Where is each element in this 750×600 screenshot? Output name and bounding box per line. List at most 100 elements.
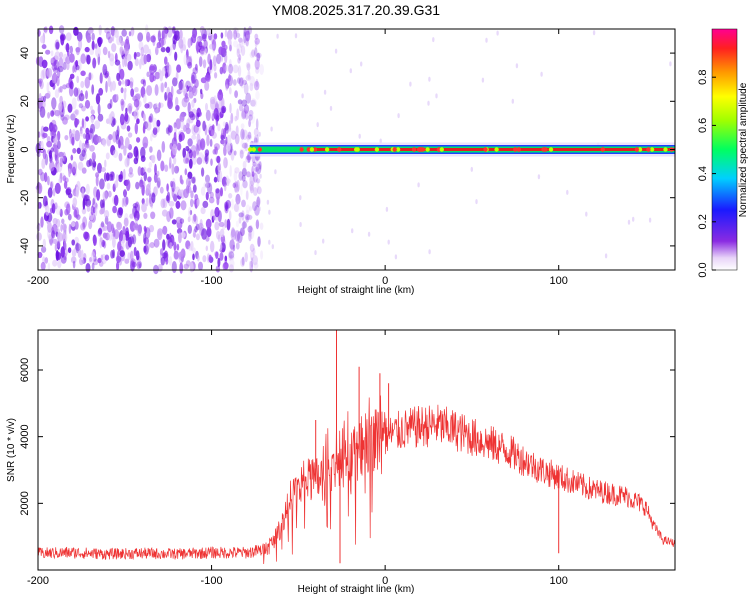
noise-blob bbox=[205, 109, 211, 121]
noise-blob bbox=[63, 180, 68, 189]
noise-blob bbox=[77, 134, 81, 141]
noise-blob bbox=[127, 237, 132, 248]
noise-blob bbox=[204, 81, 210, 91]
noise-blob bbox=[85, 127, 90, 135]
noise-blob bbox=[252, 187, 258, 196]
noise-blob bbox=[251, 164, 257, 177]
noise-blob bbox=[202, 59, 207, 69]
colorbar bbox=[711, 28, 738, 271]
noise-blob bbox=[111, 43, 117, 53]
noise-blob bbox=[114, 29, 119, 38]
signal-peak bbox=[248, 147, 253, 152]
noise-blob bbox=[42, 132, 48, 138]
noise-blob bbox=[209, 43, 215, 50]
noise-blob bbox=[178, 189, 185, 197]
noise-blob bbox=[205, 46, 208, 54]
noise-blob bbox=[246, 63, 251, 71]
noise-blob bbox=[249, 174, 255, 186]
noise-blob bbox=[254, 59, 260, 70]
noise-blob bbox=[254, 40, 258, 48]
noise-blob bbox=[196, 254, 200, 262]
noise-blob bbox=[100, 221, 105, 228]
noise-blob bbox=[213, 33, 218, 40]
noise-blob bbox=[154, 102, 159, 115]
colorbar-label: Normalized spectral amplitude bbox=[738, 82, 749, 217]
noise-blob bbox=[117, 207, 123, 214]
noise-blob bbox=[49, 160, 55, 172]
noise-blob bbox=[40, 69, 45, 81]
noise-blob bbox=[200, 207, 206, 215]
noise-blob bbox=[240, 128, 245, 140]
noise-blob bbox=[112, 149, 119, 158]
noise-blob bbox=[175, 71, 179, 81]
noise-blob bbox=[234, 167, 240, 174]
noise-blob bbox=[41, 59, 48, 69]
noise-blob bbox=[214, 103, 220, 110]
noise-blob bbox=[257, 236, 261, 248]
noise-blob bbox=[71, 161, 78, 173]
snr-spike-trace bbox=[315, 330, 560, 564]
noise-blob bbox=[124, 137, 130, 149]
noise-blob bbox=[85, 263, 91, 273]
noise-blob bbox=[234, 133, 240, 145]
noise-blob bbox=[252, 247, 256, 257]
noise-blob bbox=[198, 41, 203, 48]
noise-blob bbox=[112, 131, 117, 143]
noise-blob bbox=[205, 174, 210, 184]
noise-blob bbox=[99, 209, 104, 215]
signal-peak bbox=[548, 147, 554, 152]
noise-blob bbox=[175, 216, 182, 223]
noise-blob bbox=[239, 148, 245, 155]
heatmap-y-axis: -40 -20 0 20 40 bbox=[19, 47, 675, 254]
noise-blob bbox=[428, 76, 431, 82]
noise-blob bbox=[116, 72, 121, 82]
noise-blob bbox=[229, 103, 232, 114]
noise-blob bbox=[90, 251, 96, 262]
noise-blob bbox=[191, 74, 195, 84]
noise-blob bbox=[190, 198, 194, 208]
noise-blob bbox=[247, 225, 253, 233]
noise-blob bbox=[251, 98, 257, 106]
noise-blob bbox=[409, 81, 412, 87]
noise-blob bbox=[195, 233, 200, 241]
noise-blob bbox=[48, 234, 52, 240]
noise-blob bbox=[93, 235, 97, 246]
noise-blob bbox=[158, 102, 161, 110]
noise-blob bbox=[159, 186, 164, 194]
noise-blob bbox=[185, 177, 192, 188]
noise-blob bbox=[228, 250, 232, 261]
noise-blob bbox=[161, 66, 166, 77]
signal-peak bbox=[649, 147, 655, 152]
noise-blob bbox=[241, 108, 247, 119]
noise-blob bbox=[171, 261, 177, 273]
noise-blob bbox=[125, 227, 129, 239]
noise-blob bbox=[143, 54, 148, 65]
noise-blob bbox=[187, 216, 191, 223]
noise-blob bbox=[178, 80, 183, 91]
noise-blob bbox=[417, 182, 420, 188]
signal-peak bbox=[354, 147, 359, 152]
noise-blob bbox=[201, 167, 205, 177]
heatmap-x-tick-label: 100 bbox=[550, 275, 568, 287]
noise-blob bbox=[45, 49, 51, 55]
noise-blob bbox=[217, 90, 224, 101]
noise-blob bbox=[154, 84, 159, 96]
noise-blob bbox=[128, 105, 133, 114]
noise-blob bbox=[252, 255, 258, 266]
noise-blob bbox=[118, 80, 122, 86]
noise-blob bbox=[140, 167, 145, 176]
heatmap-noise-region bbox=[35, 24, 672, 275]
noise-blob bbox=[116, 261, 120, 271]
noise-blob bbox=[228, 193, 233, 199]
noise-blob bbox=[90, 205, 94, 216]
noise-blob bbox=[176, 166, 180, 172]
noise-blob bbox=[258, 131, 261, 137]
noise-blob bbox=[334, 48, 338, 54]
noise-blob bbox=[217, 123, 221, 132]
noise-blob bbox=[52, 82, 56, 90]
noise-blob bbox=[75, 109, 80, 116]
noise-blob bbox=[39, 106, 46, 118]
noise-blob bbox=[116, 125, 120, 137]
noise-blob bbox=[115, 94, 119, 102]
noise-blob bbox=[161, 141, 166, 153]
